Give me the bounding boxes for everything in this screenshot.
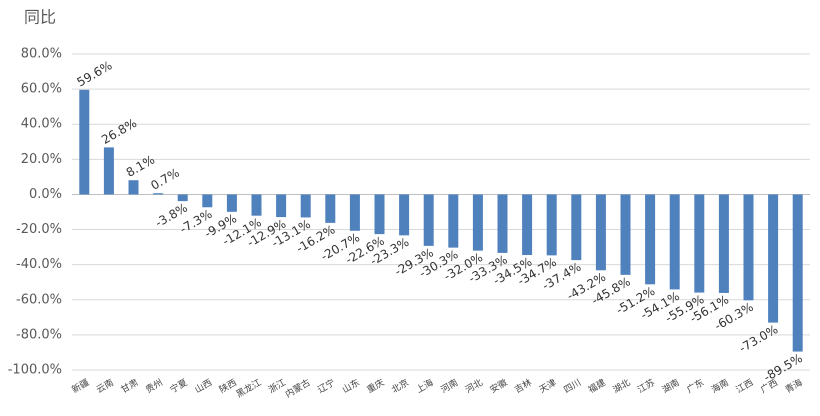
y-tick-label: 80.0% [21,47,62,62]
bar [79,89,90,195]
bar [571,194,582,261]
y-tick-label: -40.0% [16,257,62,272]
bar [374,194,385,235]
bar [448,194,459,248]
bar [743,194,754,301]
bar [792,194,803,352]
bar [423,194,434,246]
chart-title: 同比 [24,8,56,27]
bar [128,180,139,195]
bar [718,194,729,293]
bar [103,147,114,195]
bar [226,194,237,212]
bar [300,194,311,218]
y-tick-label: 60.0% [21,82,62,97]
bar [399,194,410,236]
bar [546,194,557,256]
y-tick-label: -80.0% [16,327,62,342]
y-tick-label: -20.0% [16,222,62,237]
bar [694,194,705,293]
bar [177,194,188,202]
bar [251,194,262,216]
bar [595,194,606,271]
bar [768,194,779,323]
bar [276,194,287,218]
bar [522,194,533,256]
bar [349,194,360,231]
bar [669,194,680,290]
bar [472,194,483,251]
bar [645,194,656,285]
y-tick-label: -60.0% [16,292,62,307]
y-tick-label: 40.0% [21,117,62,132]
bar [325,194,336,223]
y-tick-label: 20.0% [21,152,62,167]
y-tick-label: -100.0% [8,363,62,378]
bar [153,193,164,195]
y-tick-label: 0.0% [29,187,62,202]
bar [620,194,631,275]
bar [497,194,508,253]
bar [202,194,213,208]
